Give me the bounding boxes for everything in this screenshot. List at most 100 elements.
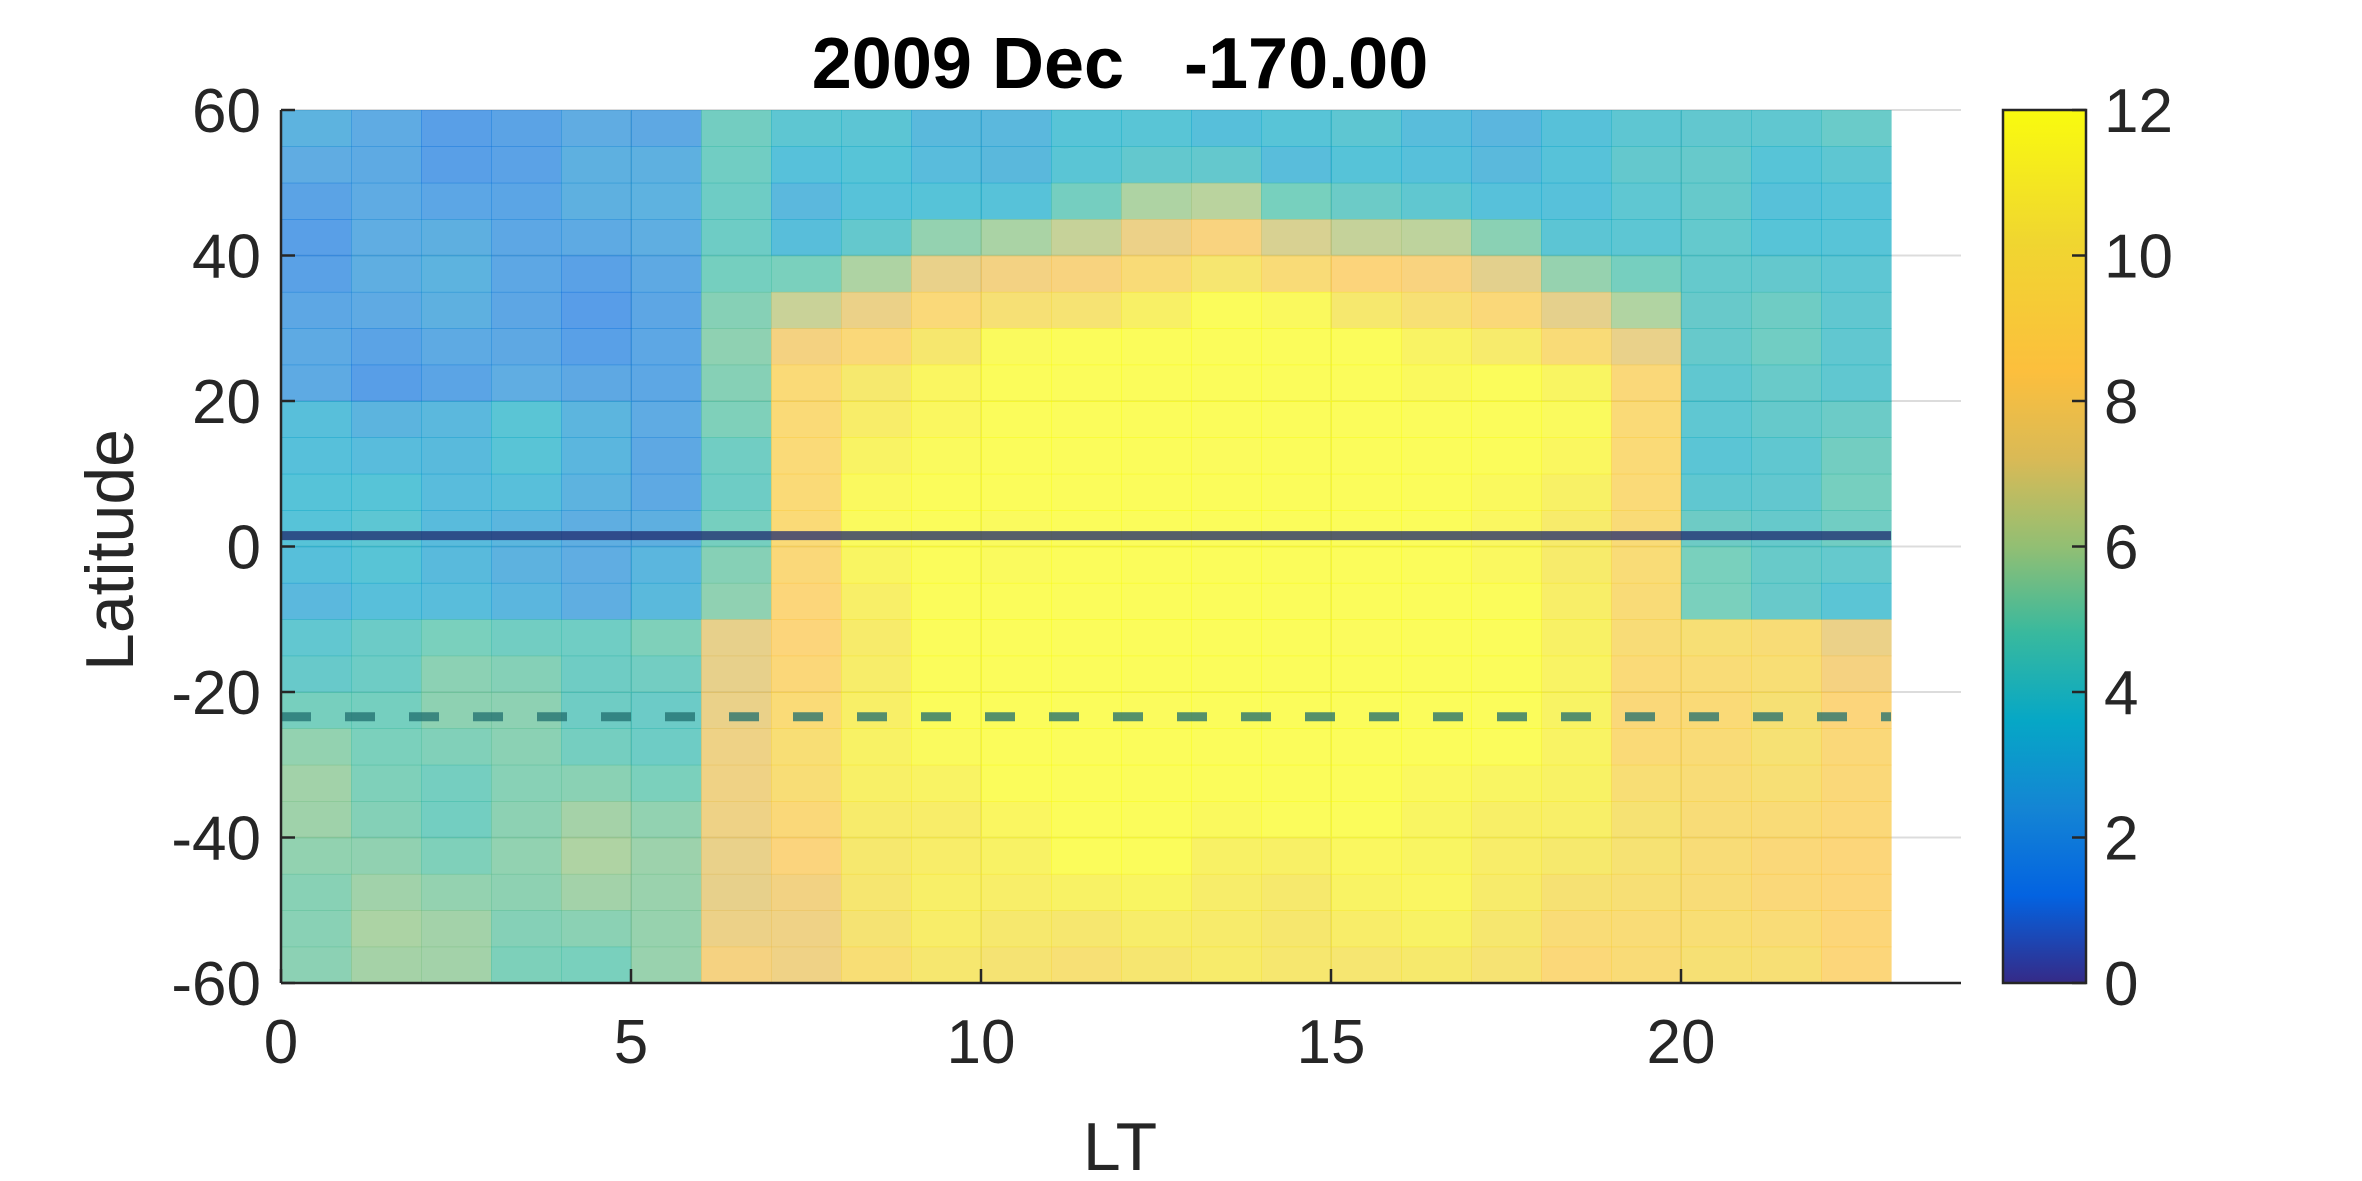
heatmap-cell xyxy=(841,837,912,875)
heatmap-cell xyxy=(281,219,352,257)
x-tick-label: 20 xyxy=(1647,1008,1716,1077)
heatmap-cell xyxy=(491,510,562,548)
heatmap-cell xyxy=(1681,364,1752,402)
y-tick-label: 0 xyxy=(227,514,261,583)
heatmap-cell xyxy=(421,764,492,802)
heatmap-cell xyxy=(561,146,632,184)
heatmap-cell xyxy=(911,364,982,402)
heatmap-cell xyxy=(421,328,492,366)
heatmap-cell xyxy=(1191,764,1262,802)
heatmap-cell xyxy=(1401,728,1472,766)
heatmap-cell xyxy=(771,764,842,802)
heatmap-cell xyxy=(281,764,352,802)
heatmap-cell xyxy=(1681,255,1752,293)
heatmap-cell xyxy=(771,182,842,220)
heatmap-cell xyxy=(841,764,912,802)
heatmap-cell xyxy=(981,728,1052,766)
heatmap-cell xyxy=(561,655,632,693)
heatmap-cell xyxy=(1051,510,1122,548)
heatmap-cell xyxy=(771,546,842,584)
heatmap-cell xyxy=(1331,837,1402,875)
heatmap-cell xyxy=(1681,328,1752,366)
heatmap-cell xyxy=(1191,692,1262,729)
heatmap-cell xyxy=(1261,655,1332,693)
heatmap-cell xyxy=(1821,619,1892,657)
heatmap-cell xyxy=(1191,437,1262,475)
heatmap-cell xyxy=(1191,401,1262,438)
heatmap-cell xyxy=(1261,364,1332,402)
heatmap-cell xyxy=(771,910,842,948)
heatmap-cell xyxy=(631,328,702,366)
heatmap-cell xyxy=(1121,110,1192,147)
heatmap-cell xyxy=(771,437,842,475)
heatmap-cell xyxy=(1331,219,1402,257)
heatmap-cell xyxy=(561,510,632,548)
heatmap-cell xyxy=(561,801,632,839)
heatmap-cell xyxy=(1681,437,1752,475)
heatmap-cell xyxy=(701,110,772,147)
heatmap-cell xyxy=(351,146,422,184)
heatmap-cell xyxy=(1121,146,1192,184)
heatmap-cell xyxy=(631,873,702,911)
heatmap-cell xyxy=(281,910,352,948)
heatmap-cell xyxy=(421,946,492,984)
heatmap-cell xyxy=(351,655,422,693)
heatmap-cell xyxy=(281,946,352,984)
heatmap-cell xyxy=(981,946,1052,984)
heatmap-cell xyxy=(771,510,842,548)
heatmap-cell xyxy=(1751,764,1822,802)
heatmap-cell xyxy=(491,255,562,293)
heatmap-cell xyxy=(1261,401,1332,438)
heatmap-cell xyxy=(1751,182,1822,220)
heatmap-cell xyxy=(1681,837,1752,875)
heatmap-cell xyxy=(1121,328,1192,366)
heatmap-cell xyxy=(1821,801,1892,839)
heatmap-cell xyxy=(1541,328,1612,366)
heatmap-cell xyxy=(1821,146,1892,184)
heatmap-cell xyxy=(491,364,562,402)
heatmap-cell xyxy=(1051,219,1122,257)
heatmap-cell xyxy=(491,401,562,438)
heatmap-cell xyxy=(351,692,422,729)
heatmap-cell xyxy=(1051,291,1122,329)
heatmap-cell xyxy=(1541,110,1612,147)
heatmap-cell xyxy=(771,837,842,875)
heatmap-cell xyxy=(1051,764,1122,802)
heatmap-cell xyxy=(1541,473,1612,511)
heatmap-cell xyxy=(1611,110,1682,147)
heatmap-cell xyxy=(1331,473,1402,511)
heatmap-cell xyxy=(1261,328,1332,366)
heatmap-cell xyxy=(561,728,632,766)
heatmap-cell xyxy=(1751,910,1822,948)
heatmap-cell xyxy=(1401,692,1472,729)
heatmap-cell xyxy=(911,219,982,257)
heatmap-cell xyxy=(981,291,1052,329)
heatmap-cell xyxy=(1331,655,1402,693)
heatmap-cell xyxy=(1751,219,1822,257)
heatmap-cell xyxy=(1821,291,1892,329)
heatmap-cell xyxy=(911,873,982,911)
heatmap-cell xyxy=(841,437,912,475)
heatmap-cell xyxy=(631,728,702,766)
heatmap-cell xyxy=(911,619,982,657)
heatmap-cell xyxy=(631,364,702,402)
heatmap-cell xyxy=(1191,801,1262,839)
heatmap-cell xyxy=(1751,728,1822,766)
heatmap-cell xyxy=(1191,873,1262,911)
heatmap-cell xyxy=(351,110,422,147)
heatmap-cell xyxy=(771,946,842,984)
heatmap-cell xyxy=(1261,182,1332,220)
heatmap-cell xyxy=(1051,255,1122,293)
heatmap-cell xyxy=(351,291,422,329)
heatmap-cell xyxy=(911,692,982,729)
heatmap-cell xyxy=(701,873,772,911)
x-tick-label: 0 xyxy=(264,1008,298,1077)
heatmap-cell xyxy=(281,328,352,366)
heatmap-cell xyxy=(1261,110,1332,147)
colorbar-tick-label: 2 xyxy=(2104,805,2138,874)
heatmap-cell xyxy=(1821,510,1892,548)
heatmap-cell xyxy=(1261,291,1332,329)
heatmap-cell xyxy=(351,801,422,839)
heatmap-cell xyxy=(491,291,562,329)
heatmap-cell xyxy=(1821,873,1892,911)
